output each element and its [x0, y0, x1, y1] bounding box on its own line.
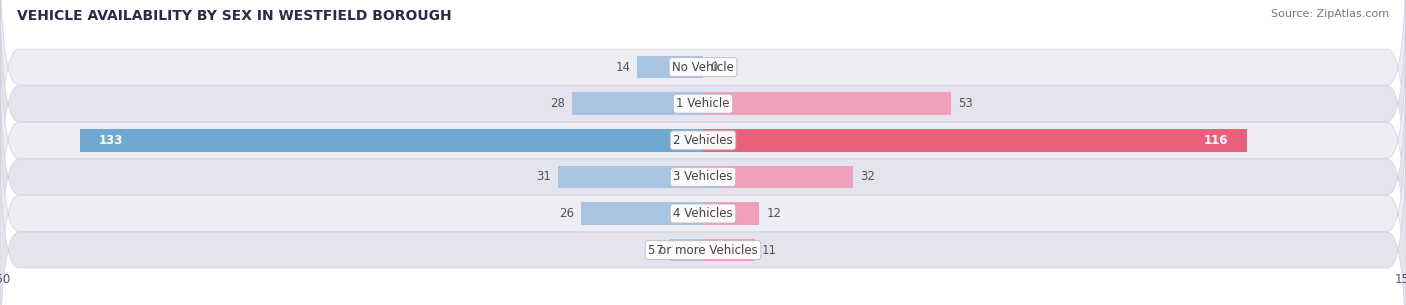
Bar: [703, 239, 755, 261]
Bar: [80, 129, 703, 152]
Text: VEHICLE AVAILABILITY BY SEX IN WESTFIELD BOROUGH: VEHICLE AVAILABILITY BY SEX IN WESTFIELD…: [17, 9, 451, 23]
Text: 5 or more Vehicles: 5 or more Vehicles: [648, 244, 758, 257]
Text: 12: 12: [766, 207, 782, 220]
FancyBboxPatch shape: [0, 0, 1406, 196]
FancyBboxPatch shape: [0, 122, 1406, 305]
Text: No Vehicle: No Vehicle: [672, 61, 734, 74]
FancyBboxPatch shape: [0, 12, 1406, 269]
Bar: [637, 56, 703, 78]
Text: 3 Vehicles: 3 Vehicles: [673, 170, 733, 183]
FancyBboxPatch shape: [0, 85, 1406, 305]
Text: 31: 31: [536, 170, 551, 183]
Bar: [581, 202, 703, 225]
Text: 14: 14: [616, 61, 630, 74]
Text: 133: 133: [98, 134, 122, 147]
Text: 32: 32: [860, 170, 875, 183]
Bar: [703, 166, 853, 188]
Bar: [572, 92, 703, 115]
Bar: [703, 129, 1247, 152]
Text: 26: 26: [560, 207, 574, 220]
Text: Source: ZipAtlas.com: Source: ZipAtlas.com: [1271, 9, 1389, 19]
Text: 0: 0: [710, 61, 717, 74]
Text: 4 Vehicles: 4 Vehicles: [673, 207, 733, 220]
Bar: [703, 92, 952, 115]
Text: 53: 53: [959, 97, 973, 110]
FancyBboxPatch shape: [0, 0, 1406, 232]
Text: 2 Vehicles: 2 Vehicles: [673, 134, 733, 147]
FancyBboxPatch shape: [0, 48, 1406, 305]
Text: 28: 28: [550, 97, 565, 110]
Bar: [671, 239, 703, 261]
Text: 7: 7: [655, 244, 664, 257]
Text: 11: 11: [762, 244, 776, 257]
Bar: [558, 166, 703, 188]
Text: 116: 116: [1204, 134, 1227, 147]
Bar: [703, 202, 759, 225]
Text: 1 Vehicle: 1 Vehicle: [676, 97, 730, 110]
